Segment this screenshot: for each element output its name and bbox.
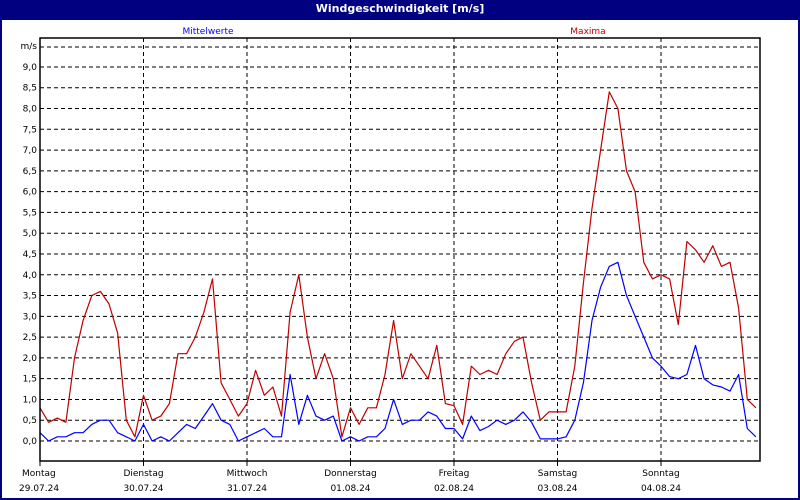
y-tick-label: 0,5 (23, 416, 37, 426)
plot-frame (39, 37, 761, 462)
y-tick-label: 3,5 (23, 292, 37, 302)
x-day-label: Mittwoch (227, 469, 268, 479)
y-tick-label: 1,0 (23, 395, 38, 405)
x-day-label: Samstag (538, 469, 577, 479)
y-tick-label: 0,0 (23, 437, 38, 447)
y-tick-label: 8,0 (23, 105, 38, 115)
y-tick-label: 5,0 (23, 229, 38, 239)
x-date-label: 02.08.24 (434, 484, 474, 494)
y-tick-label: 6,0 (23, 188, 38, 198)
x-day-label: Freitag (439, 469, 470, 479)
x-date-label: 30.07.24 (123, 484, 163, 494)
x-day-label: Dienstag (123, 469, 163, 479)
x-date-label: 01.08.24 (330, 484, 370, 494)
x-date-label: 03.08.24 (537, 484, 577, 494)
window-title: Windgeschwindigkeit [m/s] (0, 0, 800, 20)
legend-mittelwerte: Mittelwerte (182, 27, 233, 37)
legend-maxima: Maxima (570, 27, 605, 37)
y-axis-unit: m/s (21, 42, 38, 52)
x-day-label: Donnerstag (324, 469, 377, 479)
y-tick-label: 3,0 (23, 312, 38, 322)
y-tick-label: 6,5 (23, 167, 37, 177)
y-tick-label: 7,0 (23, 146, 38, 156)
y-tick-label: 4,0 (23, 271, 38, 281)
y-tick-label: 1,5 (23, 375, 37, 385)
y-tick-label: 9,0 (23, 63, 38, 73)
x-date-label: 04.08.24 (641, 484, 681, 494)
x-date-label: 29.07.24 (19, 484, 59, 494)
y-tick-label: 5,5 (23, 208, 37, 218)
x-date-label: 31.07.24 (227, 484, 267, 494)
series-line-maxima (39, 91, 757, 438)
y-tick-label: 7,5 (23, 125, 37, 135)
wind-speed-chart: 0,0 0,5 1,0 1,5 2,0 2,5 3,0 3,5 4,0 4,5 5,0 5,5 6,0 6… (19, 27, 761, 494)
series-line-mittelwerte (39, 261, 757, 442)
y-tick-label: 4,5 (23, 250, 37, 260)
y-tick-label: 8,5 (23, 84, 37, 94)
chart-window: 0,0 0,5 1,0 1,5 2,0 2,5 3,0 3,5 4,0 4,5 5,0 5,5 6,0 6… (0, 20, 800, 500)
x-day-label: Sonntag (642, 469, 679, 479)
y-tick-label: 2,5 (23, 333, 37, 343)
y-tick-label: 2,0 (23, 354, 38, 364)
x-day-label: Montag (22, 469, 56, 479)
